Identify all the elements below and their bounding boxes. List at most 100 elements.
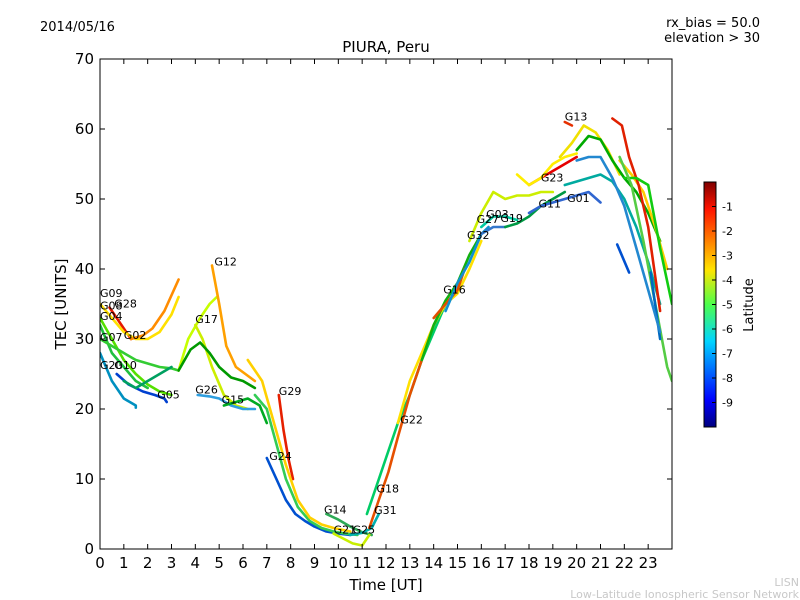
series-line-g13k xyxy=(575,155,662,334)
series-line-g13g xyxy=(623,176,672,306)
chart-title: PIURA, Peru xyxy=(342,38,429,56)
y-tick-label: 50 xyxy=(75,190,94,208)
series-label-g02: G02 xyxy=(124,329,147,342)
x-tick-label: 5 xyxy=(214,554,224,572)
x-tick-label: 7 xyxy=(262,554,272,572)
x-tick-label: 18 xyxy=(519,554,538,572)
x-tick-label: 21 xyxy=(591,554,610,572)
series-label-g10: G10 xyxy=(114,359,137,372)
colorbar-ticks: -1 -2 -3 -4 -5 -6 -7 -8 -9 xyxy=(712,201,733,410)
series-line-g23b xyxy=(515,152,578,187)
x-tick-label: 20 xyxy=(567,554,586,572)
series-layer xyxy=(100,117,672,547)
colorbar-tick-label: -2 xyxy=(722,225,733,238)
y-tick-label: 30 xyxy=(75,330,94,348)
x-tick-label: 2 xyxy=(143,554,153,572)
series-label-g28: G28 xyxy=(114,298,137,311)
series-line-g02 xyxy=(129,278,180,341)
series-label-g26: G26 xyxy=(195,384,218,397)
colorbar-label: Latitude xyxy=(742,278,757,332)
series-line-g13 xyxy=(563,120,574,127)
series-label-g20: G20 xyxy=(100,359,123,372)
series-label-g05: G05 xyxy=(157,389,180,402)
x-tick-label: 12 xyxy=(376,554,395,572)
series-label-g07: G07 xyxy=(100,331,123,344)
y-tick-label: 70 xyxy=(75,50,94,68)
x-tick-label: 4 xyxy=(191,554,201,572)
series-label-g03: G03 xyxy=(486,208,509,221)
series-line-g20 xyxy=(100,351,138,409)
y-tick-label: 10 xyxy=(75,470,94,488)
series-line-g15 xyxy=(177,341,257,390)
series-label-g12: G12 xyxy=(214,256,237,269)
x-tick-label: 22 xyxy=(615,554,634,572)
series-line-g15b xyxy=(222,397,269,425)
x-axis: 0 1 2 3 4 5 6 7 8 9 10 11 12 13 14 15 16 17 18 19 20 21 22 23 xyxy=(95,59,658,572)
series-line-g13i xyxy=(615,243,631,274)
series-line-g12 xyxy=(210,264,257,383)
x-tick-label: 16 xyxy=(472,554,491,572)
x-tick-label: 11 xyxy=(353,554,372,572)
series-label-g09: G09 xyxy=(100,287,123,300)
date-label: 2014/05/16 xyxy=(40,20,115,35)
series-line-g25 xyxy=(349,512,381,537)
series-label-g04: G04 xyxy=(100,310,123,323)
series-line-g24c xyxy=(246,358,352,533)
x-tick-label: 15 xyxy=(448,554,467,572)
series-line-g26 xyxy=(196,393,257,411)
series-label-g23: G23 xyxy=(541,172,564,185)
series-line-g13f xyxy=(611,117,662,313)
y-tick-label: 40 xyxy=(75,260,94,278)
y-tick-label: 20 xyxy=(75,400,94,418)
x-tick-label: 19 xyxy=(543,554,562,572)
x-tick-label: 14 xyxy=(424,554,443,572)
colorbar-tick-label: -5 xyxy=(722,299,733,312)
series-label-g24: G24 xyxy=(269,450,292,463)
series-label-g27: G27 xyxy=(477,213,500,226)
x-tick-label: 23 xyxy=(639,554,658,572)
series-label-g22: G22 xyxy=(400,414,423,427)
series-label-g15: G15 xyxy=(222,393,245,406)
x-tick-label: 17 xyxy=(496,554,515,572)
colorbar-tick-label: -6 xyxy=(722,323,733,336)
colorbar-tick-label: -9 xyxy=(722,397,733,410)
series-line-g24b xyxy=(253,393,359,537)
series-line-g03 xyxy=(480,215,519,229)
y-tick-label: 0 xyxy=(84,540,94,558)
footer-lisn: LISN xyxy=(774,576,799,589)
series-line-g16 xyxy=(420,232,483,362)
series-line-g17 xyxy=(177,295,219,372)
series-line-g13c xyxy=(575,134,662,243)
series-label-g18: G18 xyxy=(377,482,400,495)
elevation-label: elevation > 30 xyxy=(664,31,760,46)
x-tick-label: 10 xyxy=(329,554,348,572)
series-line-g19 xyxy=(468,190,555,243)
series-line-g13b xyxy=(558,124,621,176)
series-label-g32: G32 xyxy=(467,229,490,242)
series-label-g01: G01 xyxy=(567,192,590,205)
series-label-g17: G17 xyxy=(195,313,218,326)
series-line-g09 xyxy=(100,316,173,397)
rx-bias-label: rx_bias = 50.0 xyxy=(666,16,760,31)
series-line-g01 xyxy=(527,190,602,215)
series-label-g25: G25 xyxy=(353,524,376,537)
colorbar-tick-label: -8 xyxy=(722,372,733,385)
series-line-g21 xyxy=(332,532,371,547)
series-line-g08 xyxy=(100,295,180,341)
colorbar-tick-label: -7 xyxy=(722,348,733,361)
series-label-g21: G21 xyxy=(334,524,357,537)
series-line-g11 xyxy=(503,190,567,229)
x-axis-label: Time [UT] xyxy=(348,576,422,594)
colorbar-tick-label: -3 xyxy=(722,250,733,263)
series-line-g17b xyxy=(194,323,250,411)
series-label-g29: G29 xyxy=(279,385,302,398)
series-line-g27 xyxy=(480,225,507,236)
series-label-g14: G14 xyxy=(324,503,347,516)
series-line-g18 xyxy=(365,302,447,516)
series-label-g19: G19 xyxy=(500,212,523,225)
x-tick-label: 3 xyxy=(167,554,177,572)
series-label-g11: G11 xyxy=(539,197,562,210)
series-label-g08: G08 xyxy=(100,300,123,313)
